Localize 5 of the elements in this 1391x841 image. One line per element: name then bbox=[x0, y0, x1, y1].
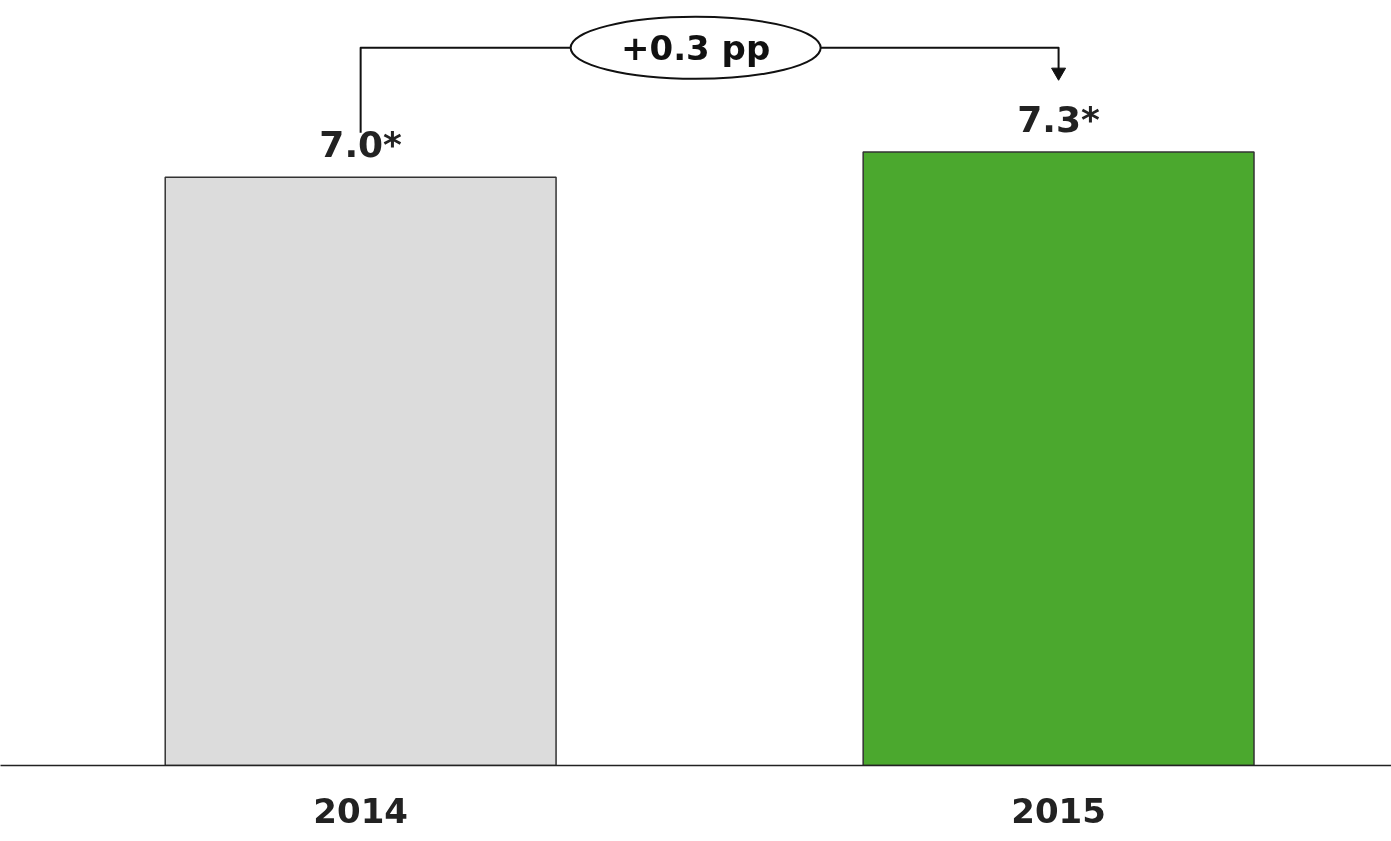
data-label: 7.0* bbox=[319, 124, 403, 166]
data-label: 7.3* bbox=[1017, 99, 1101, 141]
x-tick-label: 2014 bbox=[313, 790, 408, 831]
text: +0.3 pp bbox=[621, 27, 771, 68]
x-tick-label: 2015 bbox=[1011, 790, 1106, 831]
